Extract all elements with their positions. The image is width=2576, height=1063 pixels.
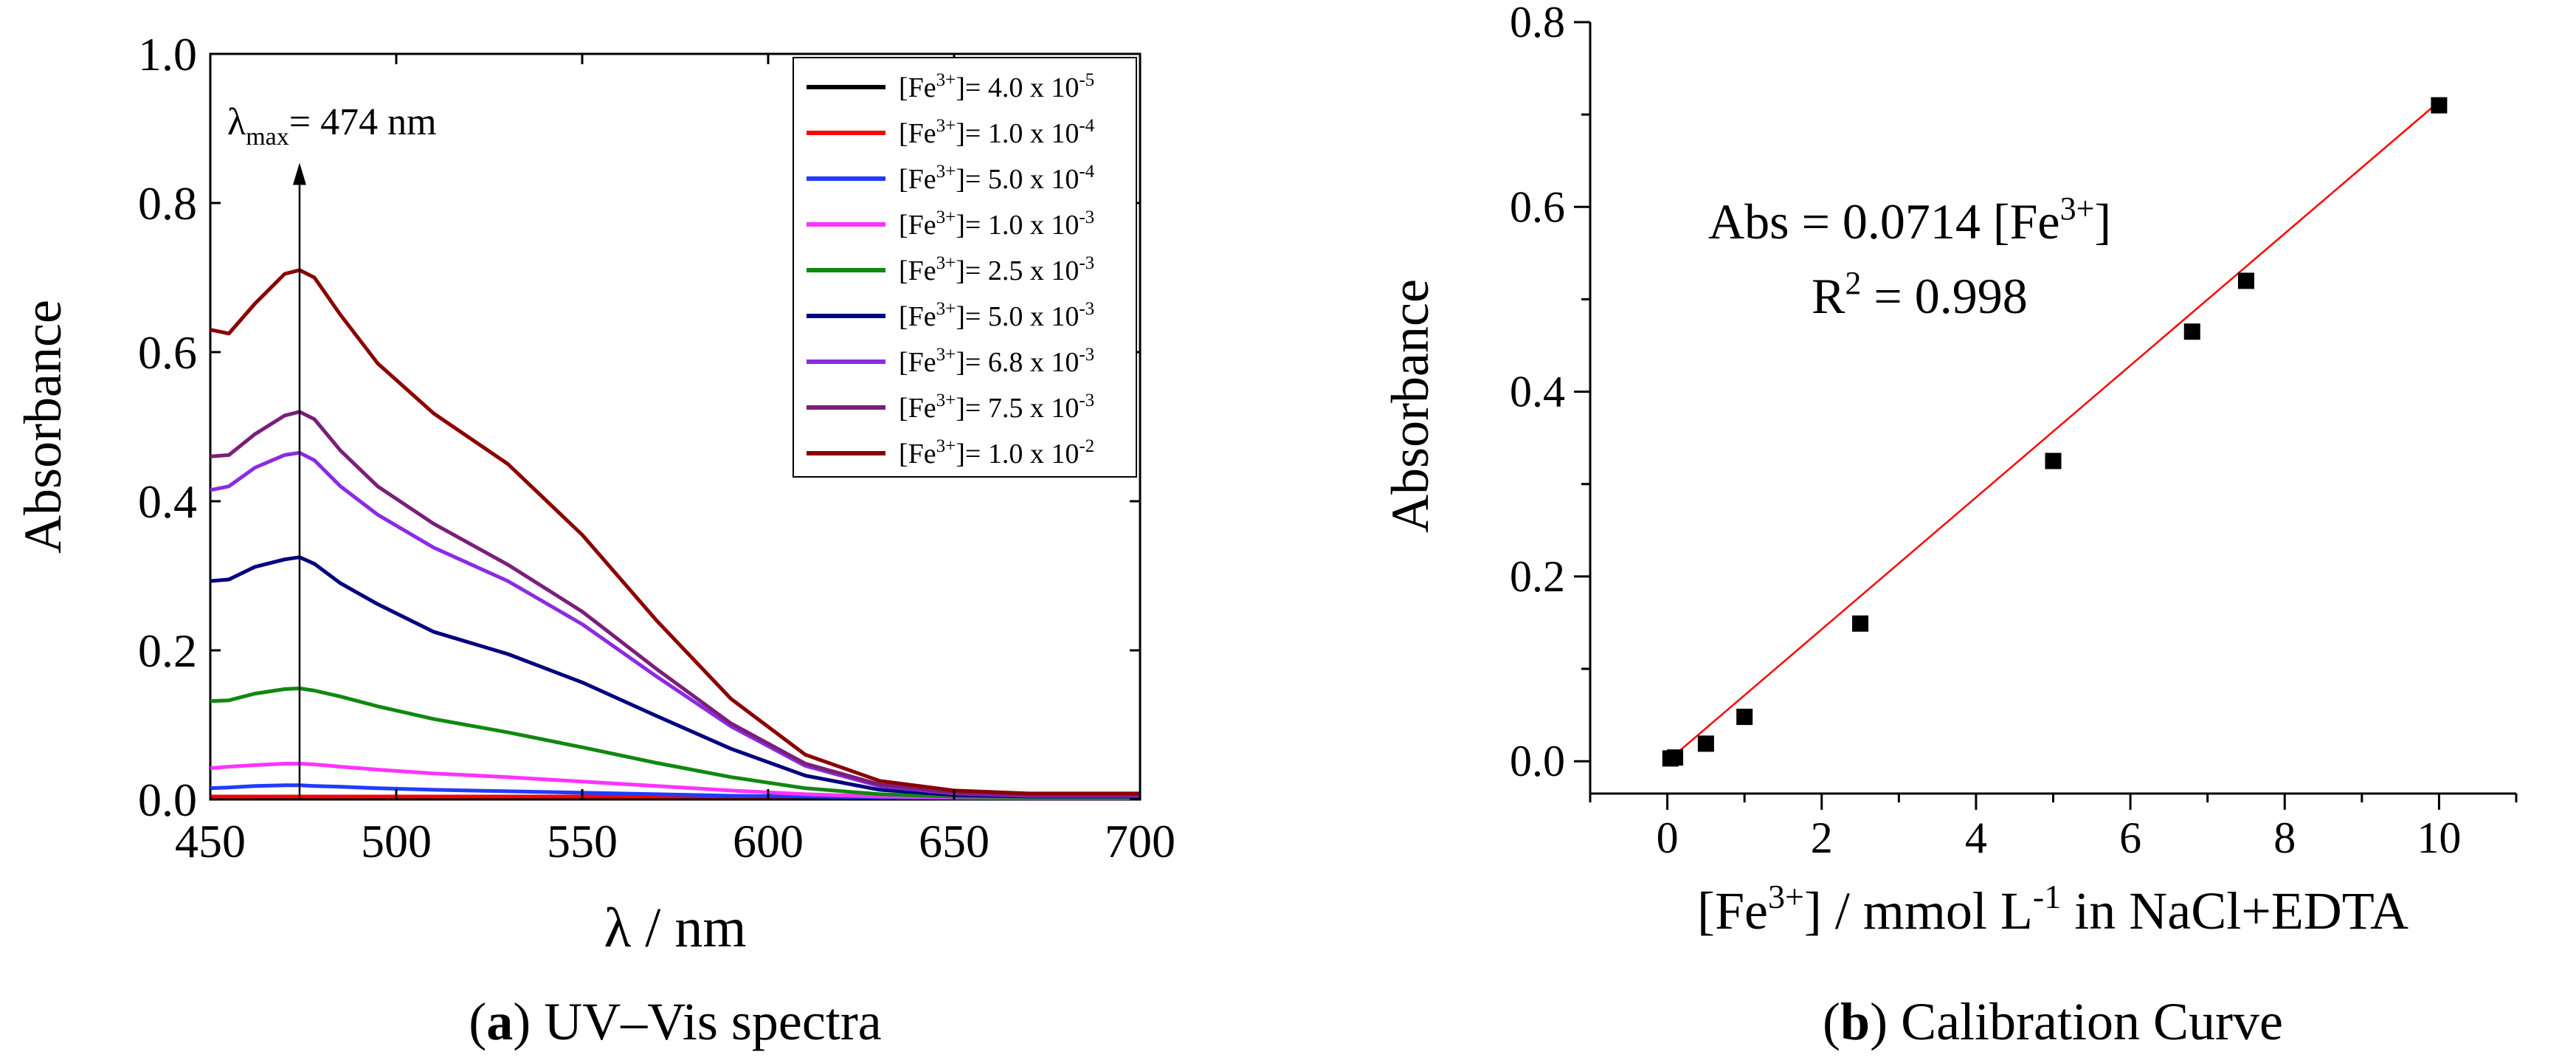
a-ytick-label: 0.2 (138, 625, 197, 677)
b-xtick-label: 8 (2273, 813, 2296, 862)
legend-entry: [Fe3+]= 5.0 x 10-3 (899, 299, 1094, 332)
b-ytick-label: 0.2 (1510, 552, 1565, 601)
lambda-max-value: = 474 nm (289, 101, 437, 143)
fit-equation-main: Abs = 0.0714 [Fe (1708, 193, 2060, 250)
fit-r2-sup: 2 (1845, 265, 1861, 301)
panel-b-caption-label: b (1840, 992, 1870, 1051)
calibration-point (2045, 453, 2062, 469)
spectrum-line-4 (210, 687, 1140, 799)
fit-r2-value: = 0.998 (1861, 268, 2027, 324)
fit-r2: R2 = 0.998 (1812, 265, 2028, 324)
panel-b-xlabel-c: in NaCl+EDTA (2061, 881, 2408, 940)
panel-a-xlabel: λ / nm (604, 897, 746, 959)
panel-b-xlabel-a: [Fe (1697, 881, 1768, 940)
a-xtick-label: 500 (361, 815, 432, 867)
lambda-max-subscript: max (246, 123, 289, 151)
b-xtick-label: 0 (1657, 813, 1679, 862)
a-ytick-label: 0.6 (138, 326, 197, 379)
a-ytick-label: 0.8 (138, 177, 197, 230)
b-xtick-label: 4 (1965, 813, 1987, 862)
calibration-point (2237, 272, 2254, 289)
lambda-max-symbol: λ (227, 101, 246, 143)
panel-a-caption: (a) UV–Vis spectra (469, 992, 882, 1051)
a-xtick-label: 550 (547, 815, 618, 867)
fit-line (1666, 100, 2440, 763)
panel-b-caption: (b) Calibration Curve (1823, 992, 2283, 1051)
panel-b: 0 2 4 6 8 100.00.20.40.60.8 Abs = 0.0714 [Fe3… (1381, 0, 2518, 1051)
calibration-point (1697, 735, 1714, 752)
panel-b-xlabel-sup1: 3+ (1768, 878, 1804, 915)
legend-entry: [Fe3+]= 4.0 x 10-5 (899, 70, 1094, 103)
a-ytick-label: 0.0 (138, 774, 197, 826)
calibration-point (1852, 615, 1869, 632)
spectrum-line-8 (210, 268, 1140, 796)
lambda-max-arrowhead (292, 162, 306, 185)
a-ytick-label: 1.0 (138, 28, 197, 80)
b-ytick-label: 0.8 (1510, 0, 1565, 47)
a-ytick-label: 0.4 (138, 475, 197, 528)
panel-a-series-group (210, 268, 1140, 800)
fit-equation-sup: 3+ (2060, 190, 2095, 227)
b-xtick-label: 6 (2119, 813, 2141, 862)
lambda-max-label: λmax= 474 nm (227, 101, 437, 151)
legend-entry: [Fe3+]= 7.5 x 10-3 (899, 391, 1094, 424)
panel-a-ylabel: Absorbance (13, 300, 72, 554)
b-xtick-label: 10 (2417, 813, 2461, 862)
legend-entry: [Fe3+]= 1.0 x 10-2 (899, 436, 1094, 469)
fit-equation-end: ] (2094, 193, 2111, 250)
a-xtick-label: 700 (1105, 815, 1175, 867)
a-xtick-label: 450 (175, 815, 246, 867)
panel-a-caption-label: a (486, 992, 513, 1051)
fit-equation: Abs = 0.0714 [Fe3+] (1708, 190, 2111, 250)
spectrum-line-5 (210, 555, 1140, 799)
panel-b-xlabel-b: ] / mmol L (1804, 881, 2033, 940)
panel-a-frame (209, 52, 1142, 801)
legend-entry: [Fe3+]= 2.5 x 10-3 (899, 253, 1094, 286)
spectrum-line-7 (210, 410, 1140, 797)
legend-entry: [Fe3+]= 1.0 x 10-3 (899, 207, 1094, 241)
spectrum-line-3 (210, 762, 1140, 800)
panel-b-xlabel-sup2: -1 (2033, 878, 2061, 915)
spectrum-line-6 (210, 450, 1140, 798)
panel-b-caption-text: Calibration Curve (1888, 992, 2283, 1051)
panel-b-ylabel: Absorbance (1381, 279, 1440, 533)
calibration-point (1736, 709, 1753, 726)
panel-a: 450 500 550 600 650 700 0.0 0.2 0.4 0.6 0.8 1.0 λma… (13, 28, 1175, 1051)
calibration-point (1667, 749, 1684, 766)
calibration-point (2183, 323, 2200, 340)
fit-r2-r: R (1812, 268, 1845, 324)
a-xtick-label: 600 (733, 815, 804, 867)
panel-a-caption-text: UV–Vis spectra (531, 992, 882, 1051)
b-ytick-label: 0.0 (1510, 737, 1565, 785)
panel-a-ticks: 450 500 550 600 650 700 0.0 0.2 0.4 0.6 0.8 1.0 (138, 28, 1175, 867)
b-ytick-label: 0.6 (1510, 182, 1565, 231)
panel-b-points (1662, 97, 2448, 767)
b-xtick-label: 2 (1811, 813, 1833, 862)
b-ytick-label: 0.4 (1510, 368, 1565, 416)
legend-entry: [Fe3+]= 5.0 x 10-4 (899, 162, 1095, 195)
calibration-point (2431, 97, 2448, 114)
legend-entry: [Fe3+]= 1.0 x 10-4 (899, 116, 1095, 149)
a-xtick-label: 650 (919, 815, 990, 867)
legend-entry: [Fe3+]= 6.8 x 10-3 (899, 345, 1094, 378)
panel-b-xlabel: [Fe3+] / mmol L-1 in NaCl+EDTA (1697, 878, 2408, 940)
legend: [Fe3+]= 4.0 x 10-5 [Fe3+]= 1.0 x 10-4 [Fe3… (807, 70, 1095, 469)
panel-b-ticks: 0 2 4 6 8 10 0.0 0.2 0.4 0.6 0.8 (1510, 0, 2518, 862)
